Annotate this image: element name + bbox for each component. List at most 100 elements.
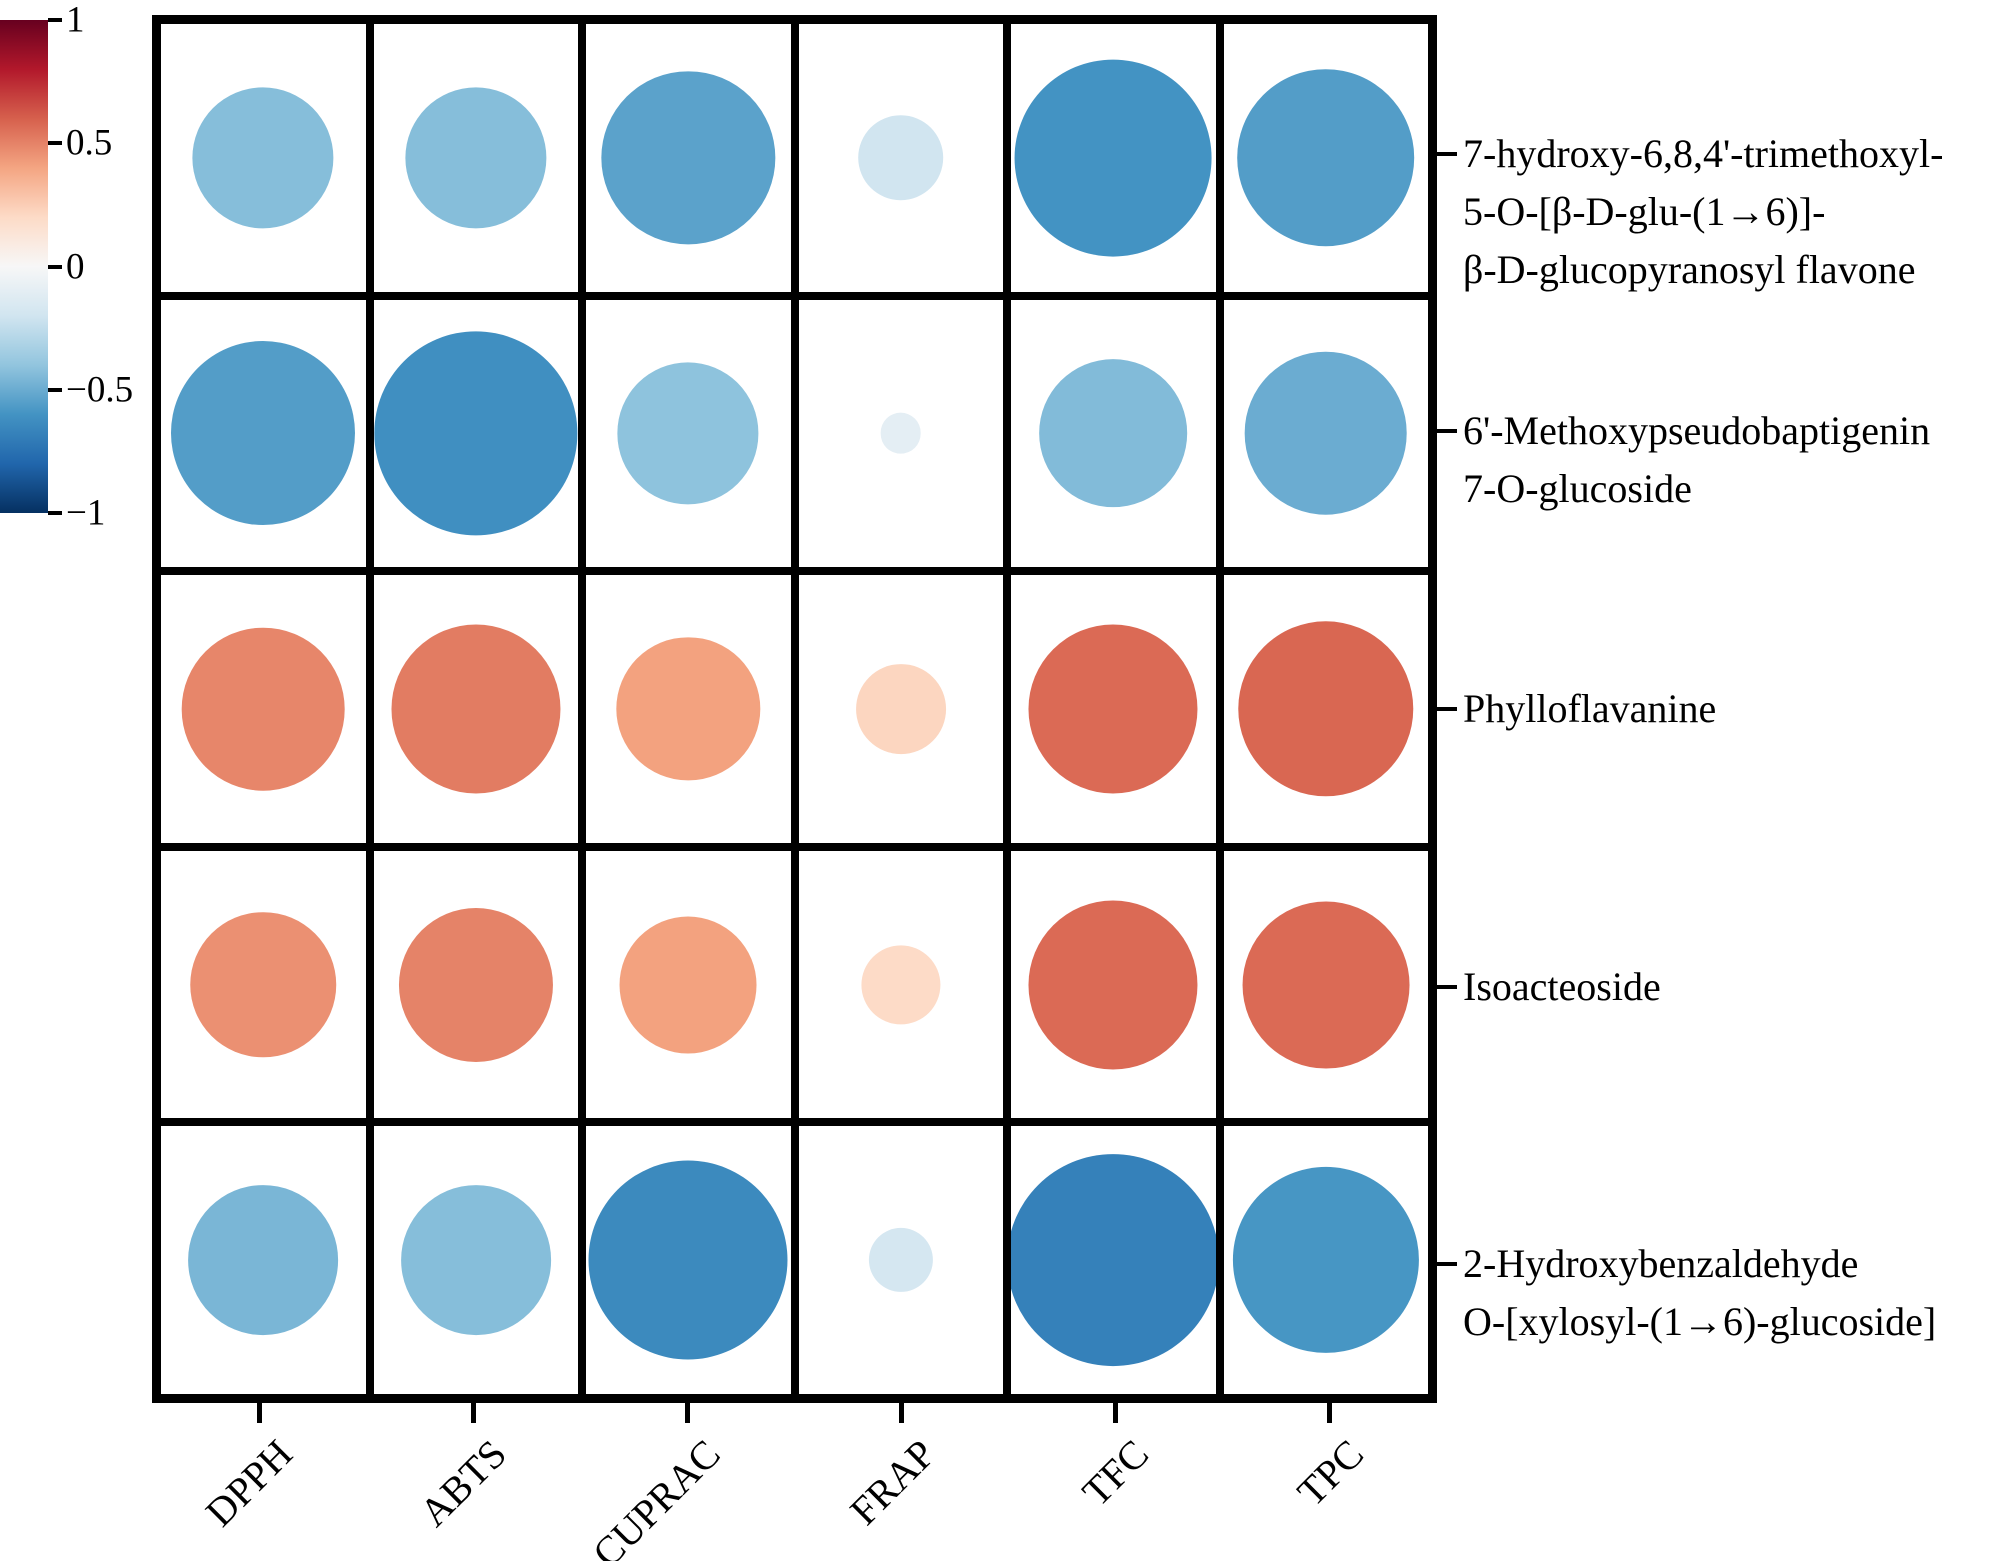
correlation-cell [1007,295,1220,572]
correlation-bubble [1242,901,1410,1069]
y-axis-label: Isoacteoside [1463,958,1661,1016]
correlation-cell [1007,20,1220,296]
y-axis-tick [1437,151,1457,156]
correlation-cell [582,846,795,1123]
y-axis-label: 6'-Methoxypseudobaptigenin 7-O-glucoside [1463,402,1930,518]
correlation-cell [1219,846,1432,1123]
x-axis-tick [684,1403,690,1423]
correlation-bubble [1236,68,1415,247]
x-axis-label: CUPRAC [584,1430,730,1561]
correlation-bubble [601,71,775,245]
correlation-grid [152,15,1437,1403]
y-axis-tick [1437,1262,1457,1267]
correlation-bubble [391,624,561,794]
correlation-cell [1007,571,1220,847]
x-axis-label: FRAP [840,1430,944,1534]
y-axis-label-line: 5-O-[β-D-glu-(1→6)]- [1463,188,1826,234]
x-axis-label: TPC [1287,1430,1372,1515]
correlation-bubble [1232,1167,1419,1354]
correlation-bubble [188,1185,339,1336]
correlation-cell [794,295,1007,572]
correlation-cell [582,1122,795,1398]
x-axis-tick [1327,1403,1333,1423]
correlation-bubble [855,664,946,754]
correlation-bubble [398,907,553,1062]
x-axis-tick [899,1403,905,1423]
y-axis-label: 2-Hydroxybenzaldehyde O-[xylosyl-(1→6)-gl… [1463,1235,1936,1351]
correlation-cell [1219,295,1432,572]
colorbar-tick-label: 0 [66,246,85,287]
x-axis-label: DPPH [196,1430,301,1536]
correlation-bubble [1014,59,1212,257]
colorbar-tick-label: −1 [66,492,106,534]
correlation-bubble [181,627,345,791]
y-axis-label-line: Phylloflavanine [1463,686,1717,731]
correlation-bubble [868,1228,933,1293]
correlation-cell [369,1122,582,1398]
colorbar-tick [48,18,62,22]
correlation-cell [369,20,582,296]
correlation-bubble [190,911,337,1058]
correlation-bubble [1028,624,1198,794]
correlation-bubble [1010,1154,1216,1367]
correlation-bubble [374,331,578,536]
correlation-bubble [171,341,356,526]
y-axis-label-line: 2-Hydroxybenzaldehyde [1463,1241,1859,1287]
correlation-bubble [405,87,547,229]
correlation-bubble [880,413,922,454]
correlation-cell [794,1122,1007,1398]
correlation-cell [582,295,795,572]
correlation-cell [1219,1122,1432,1398]
x-axis-tick [470,1403,476,1423]
correlation-cell [794,846,1007,1123]
y-axis-tick [1437,429,1457,434]
correlation-cell [794,571,1007,847]
correlation-bubble [857,115,944,201]
colorbar-tick [48,264,62,269]
correlation-bubble [617,362,759,505]
y-axis-label-line: 6'-Methoxypseudobaptigenin [1463,408,1931,454]
y-axis-tick [1437,984,1457,989]
x-axis-label: ABTS [410,1430,515,1536]
correlation-cell [369,571,582,847]
colorbar-tick [48,141,62,146]
y-axis-label-line: 7-O-glucoside [1463,466,1692,512]
colorbar-tick-label: −0.5 [66,369,134,411]
y-axis-label-line: β-D-glucopyranosyl flavone [1463,246,1916,292]
correlation-cell [582,571,795,847]
correlation-cell [794,20,1007,296]
correlation-cell [157,571,370,847]
correlation-cell [157,20,370,296]
correlation-bubble [616,637,760,781]
correlation-bubble [1238,621,1414,797]
y-axis-tick [1437,707,1457,711]
colorbar-tick-label: 0.5 [66,122,113,164]
x-axis-tick [256,1403,262,1423]
colorbar-tick [48,511,62,515]
correlation-cell [157,846,370,1123]
correlation-cell [157,295,370,572]
correlation-cell [369,295,582,572]
correlation-bubble [588,1160,788,1360]
colorbar-tick-label: 1 [66,0,85,41]
correlation-bubble [192,87,334,229]
y-axis-label-line: O-[xylosyl-(1→6)-glucoside] [1463,1299,1937,1345]
correlation-cell [1219,20,1432,296]
correlation-bubble [400,1185,551,1336]
x-axis-tick [1113,1403,1119,1423]
colorbar-gradient [0,20,48,513]
correlation-cell [1219,571,1432,847]
correlation-cell [1007,1122,1220,1398]
correlation-bubble [619,916,757,1054]
correlation-bubble [1244,352,1408,515]
y-axis-label-line: 7-hydroxy-6,8,4'-trimethoxyl- [1463,130,1944,176]
correlation-bubble [1028,900,1198,1070]
correlation-bubble [861,945,941,1025]
y-axis-label-line: Isoacteoside [1463,963,1661,1009]
y-axis-label: 7-hydroxy-6,8,4'-trimethoxyl- 5-O-[β-D-gl… [1463,125,1943,299]
correlation-cell [1007,846,1220,1123]
colorbar-tick [48,387,62,392]
correlation-bubble [1039,359,1188,508]
correlation-cell [582,20,795,296]
